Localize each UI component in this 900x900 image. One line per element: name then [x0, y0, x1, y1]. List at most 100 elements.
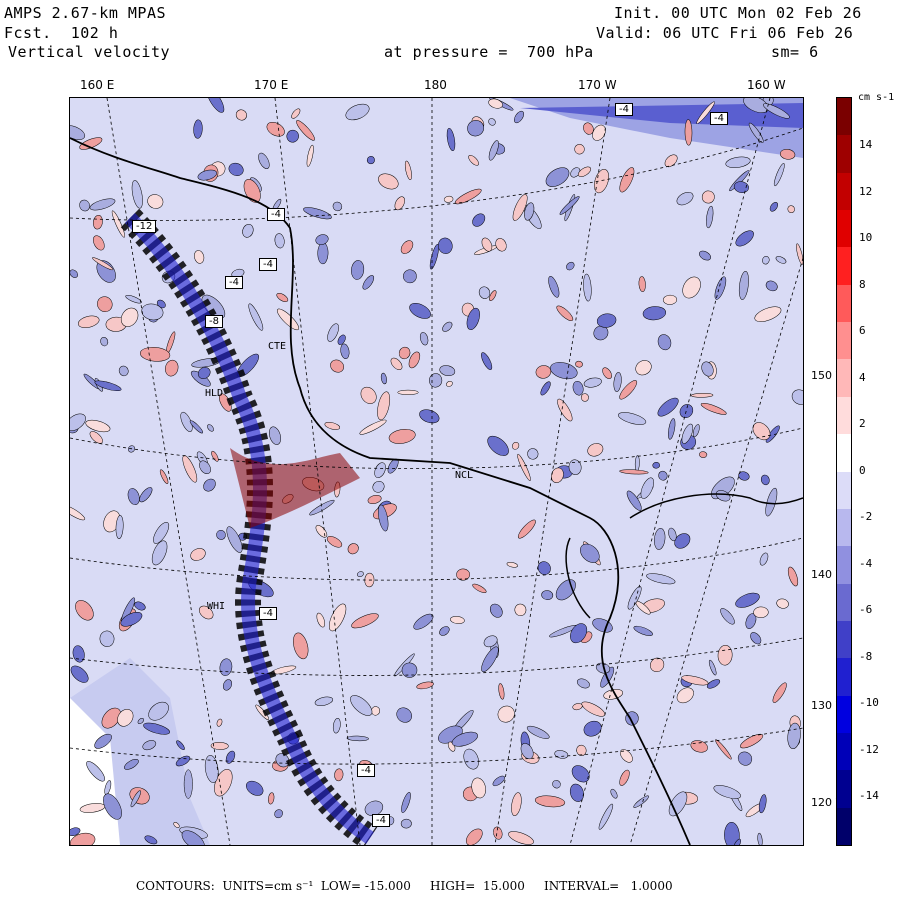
velocity-cell [773, 163, 785, 187]
velocity-cell [514, 110, 524, 124]
velocity-cell [419, 332, 429, 346]
velocity-cell [409, 303, 431, 319]
velocity-cell [576, 744, 587, 756]
velocity-cell [674, 533, 691, 549]
colorbar-tick-label: 10 [859, 231, 873, 244]
velocity-cell [551, 467, 564, 484]
velocity-cell [210, 741, 229, 750]
velocity-cell [570, 623, 588, 644]
station-label: CTE [268, 341, 287, 352]
velocity-cell [70, 832, 96, 845]
contour-info: CONTOURS: UNITS=cm s⁻¹ LOW= -15.000 HIGH… [136, 879, 673, 893]
colorbar-segment [837, 359, 851, 398]
velocity-cell [467, 120, 485, 137]
velocity-cell [713, 785, 741, 799]
velocity-cell [100, 337, 109, 347]
station-label: HLD [205, 388, 224, 399]
contour-label: -4 [372, 814, 390, 827]
velocity-cell [618, 412, 647, 425]
velocity-cell [635, 360, 652, 376]
velocity-cell [330, 359, 344, 373]
velocity-cell [762, 255, 770, 265]
velocity-cell [610, 788, 618, 799]
velocity-cell [92, 257, 114, 271]
colorbar-segment [837, 135, 851, 174]
velocity-cell [758, 794, 767, 814]
velocity-cell [303, 207, 332, 220]
velocity-cell [378, 173, 399, 190]
velocity-cell [451, 731, 478, 747]
velocity-cell [583, 273, 592, 302]
velocity-cell [309, 499, 335, 516]
coastline [70, 137, 691, 845]
velocity-cell [488, 98, 503, 109]
velocity-cell [404, 160, 412, 181]
velocity-cell [332, 201, 343, 212]
velocity-cell [124, 759, 139, 770]
velocity-cell [70, 413, 86, 431]
velocity-cell [79, 199, 90, 212]
velocity-cell [676, 687, 694, 704]
colorbar-tick-label: -10 [859, 696, 879, 709]
velocity-cell [633, 795, 650, 808]
velocity-cell [189, 420, 203, 434]
velocity-cell [274, 809, 283, 819]
velocity-cell [769, 202, 779, 212]
velocity-cell [204, 755, 219, 783]
velocity-cell [268, 792, 275, 805]
velocity-cell [127, 488, 140, 506]
velocity-cell [86, 761, 105, 782]
velocity-cell [148, 701, 169, 721]
contour-label: -4 [259, 607, 277, 620]
velocity-cell [733, 838, 741, 845]
velocity-cell [291, 108, 301, 119]
velocity-cell [153, 521, 170, 544]
velocity-cell [419, 409, 440, 424]
velocity-cell [541, 590, 554, 600]
velocity-cell [207, 424, 214, 432]
velocity-cell [735, 230, 754, 247]
velocity-cell [706, 679, 721, 689]
velocity-cell [269, 426, 281, 445]
velocity-cell [796, 243, 803, 265]
velocity-cell [534, 795, 566, 808]
velocity-cell [566, 261, 575, 271]
colorbar-segment [837, 210, 851, 248]
colorbar-tick-label: 6 [859, 324, 866, 337]
velocity-cell [443, 195, 454, 203]
velocity-cell [466, 307, 480, 330]
velocity-cell [557, 398, 573, 422]
colorbar-tick-label: -14 [859, 789, 879, 802]
velocity-cell [147, 194, 164, 209]
velocity-cell [203, 478, 216, 492]
velocity-cell [787, 205, 795, 214]
velocity-cell [776, 598, 789, 609]
velocity-cell [130, 790, 141, 808]
velocity-cell [340, 343, 350, 359]
velocity-cell [362, 275, 375, 290]
velocity-cell [537, 561, 551, 575]
contour-label: -4 [267, 208, 285, 221]
velocity-cell [512, 194, 528, 221]
velocity-cell [634, 455, 640, 472]
velocity-cell [524, 202, 535, 221]
velocity-cell [717, 644, 733, 666]
velocity-cell [512, 441, 520, 450]
velocity-cell [492, 775, 505, 787]
velocity-cell [72, 645, 85, 663]
colorbar-tick-label: -6 [859, 603, 873, 616]
velocity-cell [488, 118, 496, 126]
colorbar [836, 97, 852, 846]
velocity-cell [165, 359, 179, 377]
velocity-cell [93, 235, 105, 251]
velocity-cell [413, 613, 434, 630]
velocity-cell [347, 543, 359, 555]
velocity-cell [337, 334, 346, 345]
velocity-cell [759, 552, 769, 566]
velocity-cell [131, 180, 143, 209]
velocity-cell [346, 735, 369, 742]
velocity-cell [465, 828, 483, 845]
model-title: AMPS 2.67-km MPAS [4, 4, 167, 22]
velocity-blobs [70, 98, 803, 845]
velocity-cell [657, 334, 672, 351]
